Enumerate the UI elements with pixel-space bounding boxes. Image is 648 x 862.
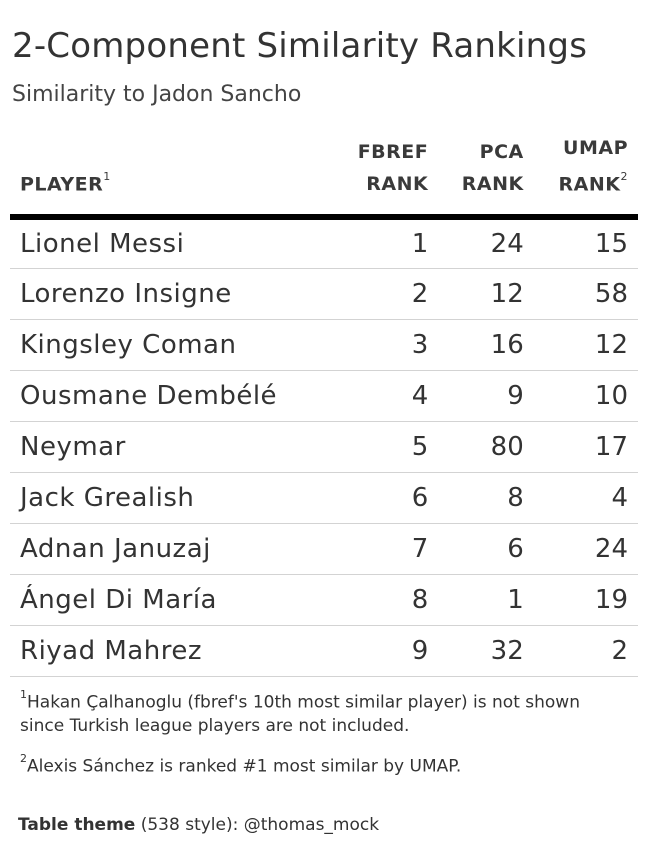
cell-umap-rank: 12	[594, 329, 628, 360]
table-row: Kingsley Coman 3 16 12	[10, 319, 638, 371]
cell-umap-rank: 17	[594, 431, 628, 462]
cell-player: Lorenzo Insigne	[20, 278, 232, 309]
credit-rest: (538 style): @thomas_mock	[135, 815, 380, 835]
table-row: Neymar 5 80 17	[10, 421, 638, 473]
umap-header-line2: RANK	[558, 173, 621, 196]
cell-pca-rank: 32	[490, 635, 524, 666]
table-subtitle: Similarity to Jadon Sancho	[12, 82, 302, 107]
cell-pca-rank: 12	[490, 278, 524, 309]
cell-player: Ousmane Dembélé	[20, 380, 278, 411]
cell-pca-rank: 24	[490, 229, 524, 260]
pca-header-line1: PCA	[479, 141, 524, 164]
cell-fbref-rank: 2	[411, 278, 429, 309]
cell-player: Jack Grealish	[20, 482, 195, 513]
cell-fbref-rank: 9	[411, 635, 429, 666]
cell-fbref-rank: 4	[411, 380, 429, 411]
umap-header-line1: UMAP	[563, 137, 628, 159]
cell-player: Adnan Januzaj	[20, 533, 211, 564]
cell-player: Neymar	[20, 431, 126, 462]
column-header-player: PLAYER1	[10, 132, 333, 217]
pca-header-line2: RANK	[461, 173, 524, 196]
similarity-table: PLAYER1 FBREF RANK PCA RANK UMAP RANK2 Lion…	[10, 132, 638, 677]
table-row: Lionel Messi 1 24 15	[10, 217, 638, 269]
fbref-header-line2: RANK	[366, 173, 429, 196]
table-row: Jack Grealish 6 8 4	[10, 472, 638, 524]
cell-fbref-rank: 3	[411, 329, 429, 360]
table-row: Lorenzo Insigne 2 12 58	[10, 268, 638, 320]
credit-bold: Table theme	[18, 815, 136, 835]
table-row: Riyad Mahrez 9 32 2	[10, 625, 638, 677]
table-credit: Table theme (538 style): @thomas_mock	[18, 815, 379, 835]
cell-umap-rank: 58	[594, 278, 628, 309]
table-title: 2-Component Similarity Rankings	[12, 26, 588, 66]
footnote-1: 1Hakan Çalhanoglu (fbref's 10th most sim…	[20, 686, 620, 738]
footnote-1-text: Hakan Çalhanoglu (fbref's 10th most simi…	[20, 692, 580, 736]
table-row: Ousmane Dembélé 4 9 10	[10, 370, 638, 422]
cell-player: Riyad Mahrez	[20, 635, 202, 666]
table-body: Lionel Messi 1 24 15 Lorenzo Insigne 2 12 58 Kin…	[10, 217, 638, 677]
footnote-2-text: Alexis Sánchez is ranked #1 most similar…	[27, 756, 462, 777]
footnote-1-mark: 1	[20, 688, 27, 701]
cell-pca-rank: 80	[490, 431, 524, 462]
table-row: Adnan Januzaj 7 6 24	[10, 523, 638, 575]
cell-pca-rank: 1	[507, 584, 524, 615]
player-header-label: PLAYER	[20, 173, 104, 196]
cell-player: Kingsley Coman	[20, 329, 237, 360]
cell-umap-rank: 10	[594, 380, 628, 411]
cell-umap-rank: 4	[611, 482, 628, 513]
cell-player: Ángel Di María	[20, 584, 217, 615]
cell-player: Lionel Messi	[20, 229, 185, 260]
cell-pca-rank: 9	[507, 380, 524, 411]
cell-umap-rank: 24	[594, 533, 628, 564]
cell-fbref-rank: 8	[411, 584, 429, 615]
header-row: PLAYER1 FBREF RANK PCA RANK UMAP RANK2	[10, 132, 638, 217]
cell-fbref-rank: 5	[411, 431, 429, 462]
column-header-fbref: FBREF RANK	[333, 132, 439, 217]
cell-umap-rank: 19	[594, 584, 628, 615]
footnote-marker-2: 2	[620, 170, 628, 183]
cell-fbref-rank: 1	[411, 229, 429, 260]
footnote-2-mark: 2	[20, 752, 27, 765]
cell-pca-rank: 8	[507, 482, 524, 513]
footnote-marker-1: 1	[103, 170, 111, 183]
column-header-umap: UMAP RANK2	[534, 132, 638, 217]
cell-fbref-rank: 7	[411, 533, 429, 564]
cell-umap-rank: 2	[611, 635, 628, 666]
cell-fbref-rank: 6	[411, 482, 429, 513]
cell-pca-rank: 6	[507, 533, 524, 564]
table-row: Ángel Di María 8 1 19	[10, 574, 638, 626]
cell-umap-rank: 15	[594, 229, 628, 260]
cell-pca-rank: 16	[490, 329, 524, 360]
fbref-header-line1: FBREF	[357, 141, 429, 164]
table-header: PLAYER1 FBREF RANK PCA RANK UMAP RANK2	[10, 132, 638, 218]
column-header-pca: PCA RANK	[438, 132, 533, 217]
footnote-2: 2Alexis Sánchez is ranked #1 most simila…	[20, 750, 461, 779]
